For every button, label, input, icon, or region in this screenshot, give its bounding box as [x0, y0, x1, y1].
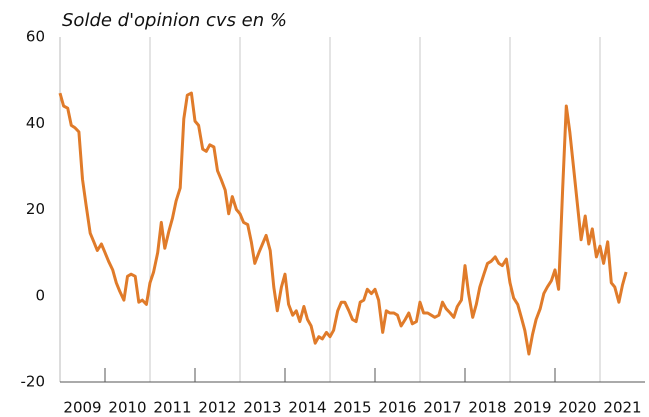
- y-tick-label: 20: [26, 200, 45, 218]
- x-tick-label: 2016: [378, 399, 416, 417]
- x-tick-label: 2017: [423, 399, 461, 417]
- x-tick-label: 2018: [468, 399, 506, 417]
- x-tick-label: 2011: [153, 399, 191, 417]
- x-tick-label: 2020: [558, 399, 596, 417]
- x-tick-label: 2012: [198, 399, 236, 417]
- data-line: [58, 91, 628, 356]
- y-tick-label: -20: [21, 373, 46, 391]
- x-tick-label: 2013: [243, 399, 281, 417]
- y-tick-label: 0: [35, 286, 45, 304]
- x-tick-label: 2019: [513, 399, 551, 417]
- y-tick-label: 40: [26, 114, 45, 132]
- x-tick-label: 2021: [603, 399, 641, 417]
- x-tick-label: 2014: [288, 399, 326, 417]
- x-tick-label: 2010: [108, 399, 146, 417]
- y-tick-label: 60: [26, 28, 45, 46]
- chart-title: Solde d'opinion cvs en %: [62, 10, 287, 31]
- x-tick-label: 2015: [333, 399, 371, 417]
- x-tick-label: 2009: [63, 399, 101, 417]
